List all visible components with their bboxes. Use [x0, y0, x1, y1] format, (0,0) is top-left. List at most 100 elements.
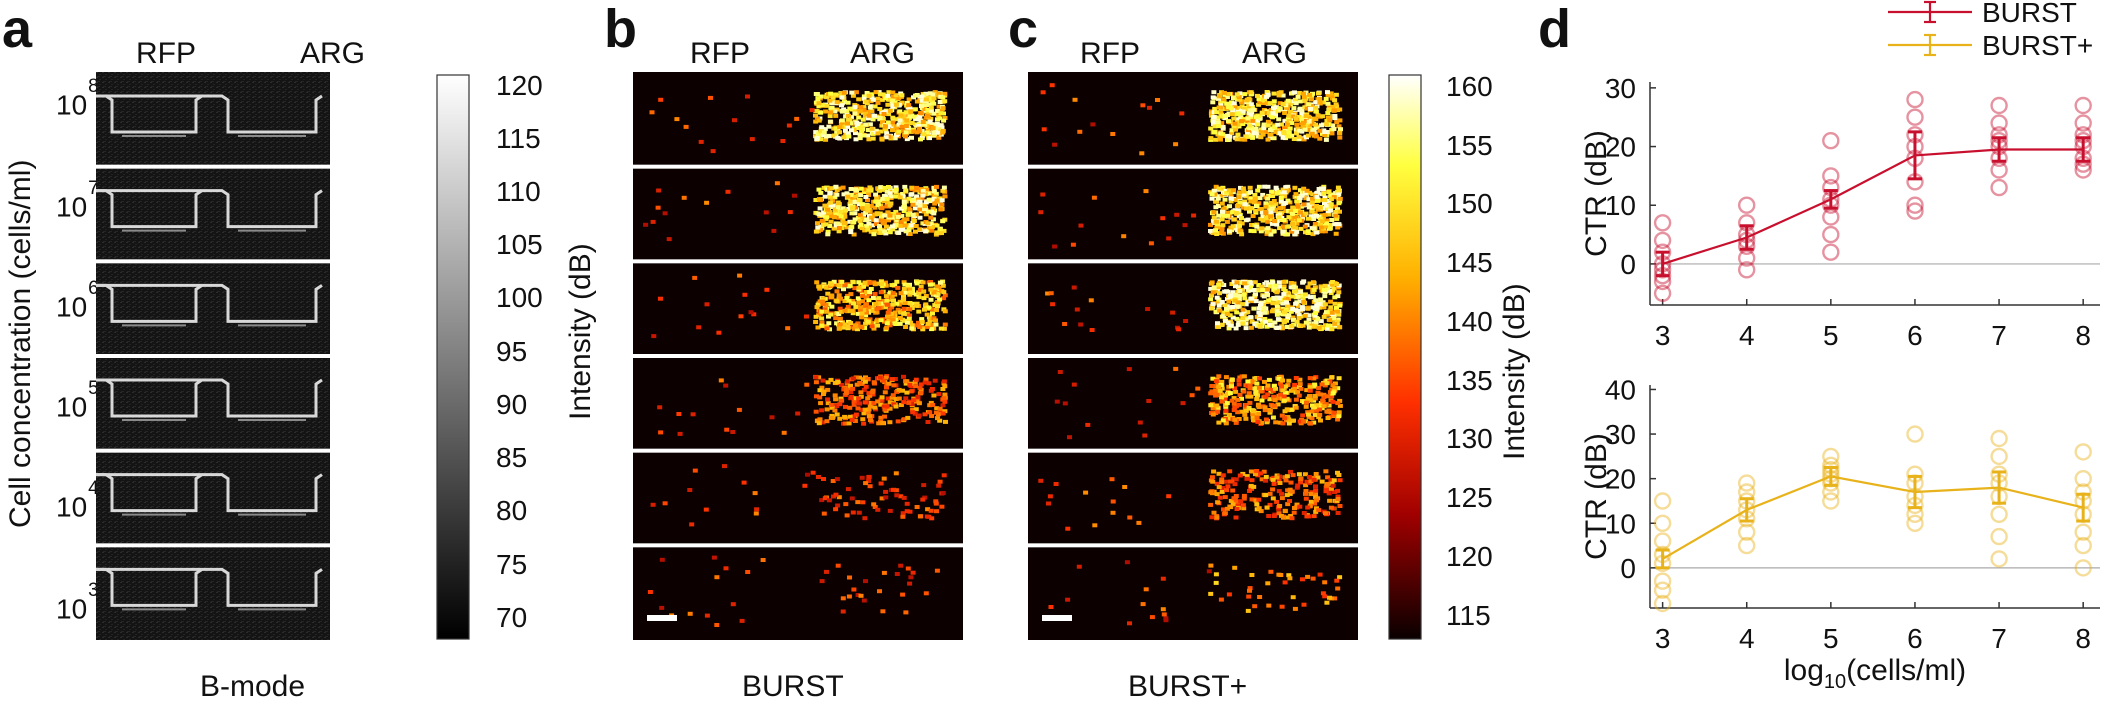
signal-pixel [922, 380, 928, 385]
signal-pixel [919, 101, 925, 106]
signal-pixel [922, 103, 928, 108]
signal-pixel [1273, 185, 1279, 190]
signal-pixel [1212, 130, 1217, 135]
signal-pixel [1280, 93, 1286, 98]
signal-pixel [1302, 313, 1308, 318]
signal-pixel [1305, 202, 1311, 207]
signal-pixel [1234, 316, 1240, 321]
signal-pixel [813, 113, 818, 118]
signal-pixel [923, 229, 929, 234]
signal-pixel [1333, 213, 1339, 218]
signal-pixel [834, 289, 840, 294]
noise-pixel [1078, 322, 1084, 327]
signal-pixel [867, 404, 873, 409]
signal-pixel [1246, 594, 1252, 599]
signal-pixel [1301, 91, 1306, 96]
signal-pixel [1261, 294, 1267, 299]
signal-pixel [1222, 197, 1228, 202]
signal-pixel [1247, 185, 1253, 190]
signal-pixel [932, 133, 937, 138]
signal-pixel [1248, 112, 1254, 117]
signal-pixel [885, 97, 891, 102]
signal-pixel [863, 224, 869, 229]
signal-pixel [1276, 215, 1282, 220]
signal-pixel [889, 305, 895, 310]
row-separator [1028, 354, 1358, 358]
signal-pixel [858, 390, 864, 395]
signal-pixel [1276, 280, 1282, 285]
signal-pixel [1322, 212, 1328, 217]
signal-pixel [1305, 285, 1311, 290]
signal-pixel [1291, 106, 1297, 111]
signal-pixel [1295, 204, 1301, 209]
signal-pixel [880, 196, 886, 201]
signal-pixel [912, 380, 918, 384]
signal-pixel [818, 401, 824, 406]
noise-pixel [676, 412, 682, 416]
noise-pixel [1140, 602, 1146, 607]
noise-pixel [764, 287, 770, 292]
signal-pixel [819, 385, 825, 390]
signal-pixel [1297, 91, 1303, 95]
noise-pixel [780, 139, 786, 143]
signal-pixel [873, 218, 879, 223]
signal-pixel [917, 207, 923, 212]
signal-pixel [1290, 473, 1296, 478]
signal-pixel [1259, 318, 1265, 323]
signal-pixel [1306, 119, 1312, 124]
signal-pixel [879, 496, 885, 501]
signal-pixel [1275, 122, 1281, 127]
signal-pixel [900, 388, 905, 393]
signal-pixel [1279, 324, 1285, 329]
signal-pixel [1310, 106, 1316, 111]
signal-pixel [839, 118, 845, 123]
signal-pixel [916, 291, 922, 295]
signal-pixel [1225, 297, 1230, 301]
signal-pixel [1283, 390, 1289, 395]
signal-pixel [1267, 228, 1273, 233]
signal-pixel [855, 500, 861, 505]
signal-pixel [903, 110, 909, 115]
signal-pixel [927, 403, 933, 408]
signal-pixel [848, 383, 853, 388]
signal-pixel [1255, 122, 1261, 127]
signal-pixel [1235, 132, 1241, 137]
signal-pixel [1220, 473, 1226, 478]
signal-pixel [844, 513, 850, 518]
signal-pixel [1266, 514, 1272, 518]
signal-pixel [1208, 403, 1214, 408]
signal-pixel [1224, 306, 1229, 311]
signal-pixel [890, 120, 896, 125]
signal-pixel [1324, 224, 1329, 229]
signal-pixel [1278, 122, 1284, 127]
signal-pixel [1304, 188, 1310, 193]
signal-pixel [849, 128, 854, 133]
signal-pixel [1298, 386, 1304, 391]
noise-pixel [1052, 142, 1058, 147]
signal-pixel [932, 201, 938, 206]
signal-pixel [825, 401, 831, 406]
noise-pixel [1146, 399, 1152, 403]
signal-pixel [826, 302, 832, 307]
signal-pixel [1228, 479, 1234, 484]
signal-pixel [871, 401, 877, 406]
signal-pixel [832, 408, 838, 413]
signal-pixel [918, 98, 924, 103]
signal-pixel [1216, 213, 1222, 218]
signal-pixel [1210, 290, 1216, 295]
signal-pixel [855, 296, 861, 301]
signal-pixel [1233, 515, 1239, 520]
signal-pixel [856, 510, 862, 515]
noise-pixel [785, 326, 791, 331]
signal-pixel [1300, 307, 1305, 312]
signal-pixel [1309, 409, 1315, 414]
signal-pixel [888, 194, 894, 199]
signal-pixel [1236, 195, 1242, 200]
signal-pixel [1231, 279, 1237, 284]
signal-pixel [1260, 132, 1266, 137]
signal-pixel [816, 101, 822, 106]
signal-pixel [1332, 114, 1338, 118]
signal-pixel [840, 206, 846, 211]
signal-pixel [828, 110, 833, 115]
signal-pixel [1281, 279, 1287, 284]
